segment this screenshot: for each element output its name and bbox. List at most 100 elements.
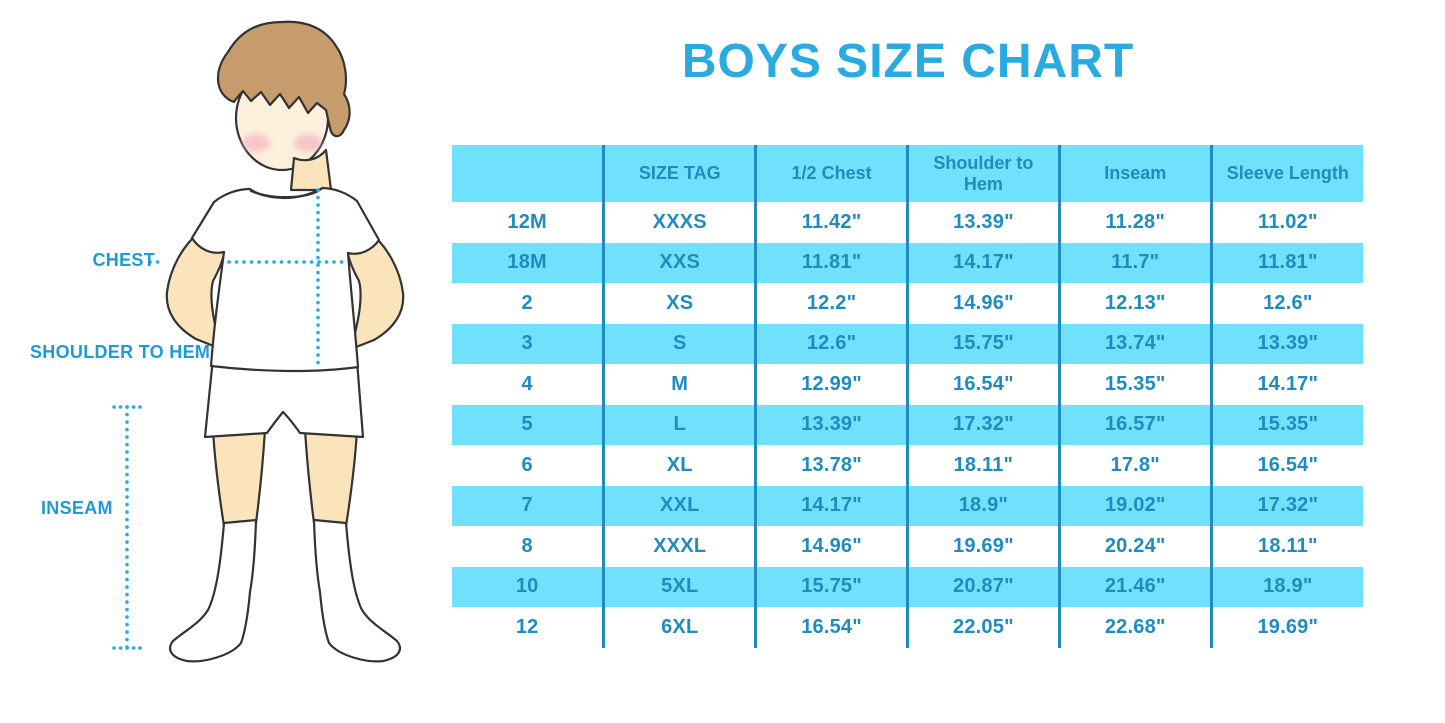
header-size-tag: SIZE TAG	[602, 145, 756, 202]
inseam-cell: 11.28"	[1057, 202, 1212, 243]
sleeve-length-cell: 11.81"	[1209, 242, 1363, 283]
half-chest-cell: 15.75"	[754, 566, 908, 607]
size-row: 4 M 12.99" 16.54" 15.35" 14.17"	[452, 364, 1363, 405]
size-tag-cell: XXXL	[602, 526, 756, 567]
age-size-cell: 4	[521, 372, 533, 395]
size-tag-cell: 5XL	[602, 566, 756, 607]
header-inseam: Inseam	[1057, 145, 1212, 202]
size-row: 18M XXS 11.81" 14.17" 11.7" 11.81"	[452, 242, 1363, 283]
size-row: 8 XXXL 14.96" 19.69" 20.24" 18.11"	[452, 526, 1363, 567]
shirt	[190, 186, 381, 373]
inseam-cell: 12.13"	[1057, 283, 1212, 324]
cheek-right-icon	[294, 134, 322, 152]
cheek-left-icon	[242, 134, 270, 152]
size-row: 2 XS 12.2" 14.96" 12.13" 12.6"	[452, 283, 1363, 324]
left-sock	[169, 518, 258, 663]
shoulder-hem-cell: 17.32"	[905, 404, 1060, 445]
shoulder-hem-cell: 18.11"	[905, 445, 1060, 486]
hair	[216, 20, 351, 138]
half-chest-cell: 12.6"	[754, 323, 908, 364]
size-row: 12M XXXS 11.42" 13.39" 11.28" 11.02"	[452, 202, 1363, 243]
right-sock	[312, 518, 401, 663]
age-size-cell: 7	[452, 485, 604, 526]
size-tag-cell: XXXS	[602, 202, 756, 243]
inseam-cell: 20.24"	[1057, 526, 1212, 567]
size-tag-cell: XS	[602, 283, 756, 324]
sleeve-length-cell: 16.54"	[1209, 445, 1363, 486]
size-tag-cell: M	[602, 364, 756, 405]
inseam-cell: 19.02"	[1057, 485, 1212, 526]
boy-illustration	[112, 20, 405, 663]
age-size-cell: 8	[521, 534, 533, 557]
half-chest-cell: 14.17"	[754, 485, 908, 526]
shoulder-to-hem-label: SHOULDER TO HEM	[30, 342, 211, 362]
sleeve-length-cell: 13.39"	[1209, 323, 1363, 364]
header-row: SIZE TAG 1/2 Chest Shoulder to Hem Insea…	[452, 145, 1363, 202]
collar-line	[249, 187, 323, 200]
inseam-cell: 22.68"	[1057, 607, 1212, 648]
inseam-cell: 13.74"	[1057, 323, 1212, 364]
sleeve-length-cell: 11.02"	[1209, 202, 1363, 243]
half-chest-cell: 11.42"	[754, 202, 908, 243]
sleeve-length-cell: 15.35"	[1209, 404, 1363, 445]
sleeve-length-cell: 18.9"	[1209, 566, 1363, 607]
header-shoulder-to-hem: Shoulder to Hem	[905, 145, 1060, 202]
half-chest-cell: 12.99"	[754, 364, 908, 405]
age-size-cell: 3	[452, 323, 604, 364]
sleeve-length-cell: 19.69"	[1209, 607, 1363, 648]
shoulder-hem-cell: 13.39"	[905, 202, 1060, 243]
age-size-cell: 5	[452, 404, 604, 445]
shoulder-hem-cell: 15.75"	[905, 323, 1060, 364]
half-chest-cell: 16.54"	[754, 607, 908, 648]
age-size-cell: 12M	[507, 210, 547, 233]
size-row: 5 L 13.39" 17.32" 16.57" 15.35"	[452, 404, 1363, 445]
shoulder-hem-cell: 14.17"	[905, 242, 1060, 283]
size-tag-cell: XXS	[602, 242, 756, 283]
half-chest-cell: 13.39"	[754, 404, 908, 445]
age-size-cell: 6	[521, 453, 533, 476]
size-row: 6 XL 13.78" 18.11" 17.8" 16.54"	[452, 445, 1363, 486]
size-tag-cell: S	[602, 323, 756, 364]
half-chest-cell: 13.78"	[754, 445, 908, 486]
header-blank	[452, 145, 604, 202]
size-tag-cell: L	[602, 404, 756, 445]
neck	[289, 148, 333, 192]
header-half-chest: 1/2 Chest	[754, 145, 908, 202]
page-title: BOYS SIZE CHART	[681, 35, 1135, 88]
sleeve-length-cell: 14.17"	[1209, 364, 1363, 405]
inseam-cell: 21.46"	[1057, 566, 1212, 607]
age-size-cell: 10	[452, 566, 604, 607]
age-size-cell: 12	[515, 615, 539, 638]
size-row: 10 5XL 15.75" 20.87" 21.46" 18.9"	[452, 566, 1363, 607]
sleeve-length-cell: 12.6"	[1209, 283, 1363, 324]
inseam-cell: 15.35"	[1057, 364, 1212, 405]
table-header: SIZE TAG 1/2 Chest Shoulder to Hem Insea…	[452, 145, 1363, 202]
half-chest-cell: 12.2"	[754, 283, 908, 324]
age-size-cell: 18M	[452, 242, 604, 283]
shoulder-hem-cell: 20.87"	[905, 566, 1060, 607]
size-row: 7 XXL 14.17" 18.9" 19.02" 17.32"	[452, 485, 1363, 526]
half-chest-cell: 11.81"	[754, 242, 908, 283]
boys-size-table: SIZE TAG 1/2 Chest Shoulder to Hem Insea…	[452, 145, 1363, 648]
shoulder-hem-cell: 19.69"	[905, 526, 1060, 567]
size-tag-cell: 6XL	[602, 607, 756, 648]
inseam-cell: 17.8"	[1057, 445, 1212, 486]
header-sleeve-length: Sleeve Length	[1209, 145, 1363, 202]
half-chest-cell: 14.96"	[754, 526, 908, 567]
sleeve-length-cell: 18.11"	[1209, 526, 1363, 567]
table-body: 12M XXXS 11.42" 13.39" 11.28" 11.02" 18M…	[452, 202, 1363, 648]
left-leg	[211, 428, 267, 528]
inseam-label: INSEAM	[41, 498, 113, 518]
right-leg	[303, 428, 359, 528]
shoulder-hem-cell: 14.96"	[905, 283, 1060, 324]
age-size-cell: 2	[521, 291, 533, 314]
shoulder-hem-cell: 16.54"	[905, 364, 1060, 405]
inseam-cell: 11.7"	[1057, 242, 1212, 283]
size-row: 12 6XL 16.54" 22.05" 22.68" 19.69"	[452, 607, 1363, 648]
shoulder-hem-cell: 22.05"	[905, 607, 1060, 648]
chest-label: CHEST	[92, 250, 155, 270]
shoulder-hem-cell: 18.9"	[905, 485, 1060, 526]
measurement-lines	[112, 188, 348, 650]
sleeve-length-cell: 17.32"	[1209, 485, 1363, 526]
